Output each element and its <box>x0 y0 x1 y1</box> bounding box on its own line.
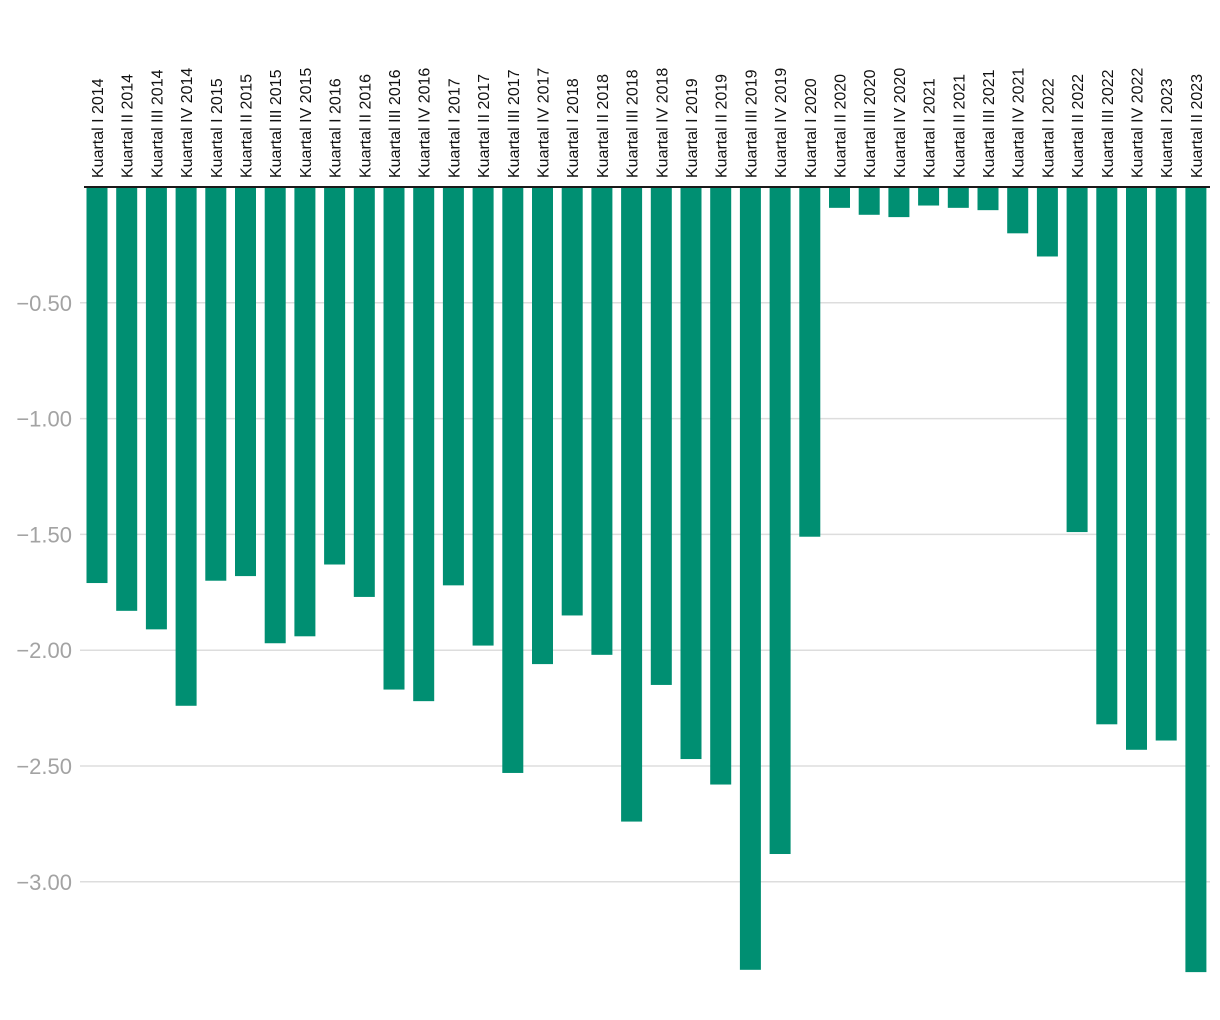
bar[interactable]: Kuartal III 2018: -2.74 <box>621 187 643 822</box>
bar[interactable]: Kuartal III 2015: -1.97 <box>264 187 286 644</box>
x-tick-label: Kuartal IV 2019 <box>773 68 790 178</box>
x-tick-label: Kuartal II 2018 <box>595 74 612 178</box>
bar[interactable]: Kuartal II 2014: -1.83 <box>116 187 138 611</box>
x-tick-label: Kuartal III 2020 <box>862 69 879 178</box>
bar[interactable]: Kuartal IV 2020: -0.13 <box>888 187 910 218</box>
bar[interactable]: Kuartal II 2019: -2.58 <box>710 187 732 785</box>
bar[interactable]: Kuartal II 2021: -0.09 <box>947 187 969 208</box>
y-tick-label: −3.00 <box>16 870 72 895</box>
x-tick-label: Kuartal III 2019 <box>743 69 760 178</box>
x-tick-label: Kuartal II 2014 <box>120 74 137 178</box>
x-tick-label: Kuartal II 2016 <box>357 74 374 178</box>
x-tick-label: Kuartal III 2016 <box>387 69 404 178</box>
x-tick-label: Kuartal II 2023 <box>1189 74 1206 178</box>
bar[interactable]: Kuartal II 2015: -1.68 <box>235 187 256 577</box>
x-tick-label: Kuartal II 2021 <box>951 74 968 178</box>
bar[interactable]: Kuartal IV 2021: -0.2 <box>1007 187 1029 234</box>
bar[interactable]: Kuartal I 2017: -1.72 <box>442 187 464 586</box>
x-tick-label: Kuartal I 2020 <box>803 78 820 178</box>
x-tick-label: Kuartal I 2019 <box>684 78 701 178</box>
bar[interactable]: Kuartal III 2022: -2.32 <box>1096 187 1118 725</box>
bar[interactable]: Kuartal III 2019: -3.38 <box>739 187 761 970</box>
bar[interactable]: Kuartal IV 2014: -2.24 <box>175 187 197 706</box>
bars: Kuartal I 2014: -1.71 Kuartal II 2014: -1… <box>86 187 1207 973</box>
bar[interactable]: Kuartal I 2014: -1.71 <box>86 187 108 584</box>
bar[interactable]: Kuartal I 2023: -2.39 <box>1155 187 1177 741</box>
y-tick-label: −1.50 <box>16 522 72 547</box>
x-tick-label: Kuartal I 2021 <box>922 78 939 178</box>
x-axis-tick-labels: Kuartal I 2014 Kuartal II 2014 Kuartal III… <box>90 68 1206 178</box>
x-tick-label: Kuartal IV 2022 <box>1130 68 1147 178</box>
x-tick-label: Kuartal IV 2016 <box>417 68 434 178</box>
bar[interactable]: Kuartal III 2016: -2.17 <box>383 187 405 690</box>
x-tick-label: Kuartal IV 2017 <box>536 68 553 178</box>
x-tick-label: Kuartal IV 2018 <box>654 68 671 178</box>
x-tick-label: Kuartal I 2023 <box>1159 78 1176 178</box>
x-tick-label: Kuartal III 2015 <box>268 69 285 178</box>
x-tick-label: Kuartal II 2015 <box>239 74 256 178</box>
bar[interactable]: Kuartal III 2020: -0.12 <box>858 187 880 215</box>
bar[interactable]: Kuartal IV 2017: -2.06 <box>532 187 553 665</box>
x-tick-label: Kuartal III 2022 <box>1100 69 1117 178</box>
bar[interactable]: Kuartal I 2021: -0.08 <box>918 187 940 206</box>
x-tick-label: Kuartal I 2017 <box>446 78 463 178</box>
bar[interactable]: Kuartal I 2020: -1.51 <box>799 187 821 537</box>
bar[interactable]: Kuartal II 2017: -1.98 <box>472 187 494 646</box>
x-tick-label: Kuartal III 2021 <box>981 69 998 178</box>
x-tick-label: Kuartal II 2017 <box>476 74 493 178</box>
bar[interactable]: Kuartal IV 2022: -2.43 <box>1126 187 1147 750</box>
x-tick-label: Kuartal II 2020 <box>833 74 850 178</box>
x-tick-label: Kuartal I 2014 <box>90 78 107 178</box>
bar[interactable]: Kuartal IV 2015: -1.94 <box>294 187 316 637</box>
y-tick-label: −1.00 <box>16 407 72 432</box>
y-axis-tick-labels: −0.50 −1.00 −1.50 −2.00 −2.50 −3.00 <box>16 291 72 895</box>
bar[interactable]: Kuartal I 2015: -1.7 <box>205 187 227 581</box>
bar[interactable]: Kuartal III 2021: -0.1 <box>977 187 999 211</box>
bar[interactable]: Kuartal II 2022: -1.49 <box>1066 187 1088 533</box>
x-tick-label: Kuartal I 2018 <box>565 78 582 178</box>
bar[interactable]: Kuartal I 2016: -1.63 <box>324 187 346 565</box>
bar[interactable]: Kuartal I 2022: -0.3 <box>1036 187 1058 257</box>
x-tick-label: Kuartal I 2016 <box>328 78 345 178</box>
bar[interactable]: Kuartal I 2019: -2.47 <box>680 187 702 760</box>
x-tick-label: Kuartal IV 2015 <box>298 68 315 178</box>
y-tick-label: −2.50 <box>16 754 72 779</box>
x-tick-label: Kuartal IV 2021 <box>1011 68 1028 178</box>
x-tick-label: Kuartal I 2022 <box>1040 78 1057 178</box>
x-tick-label: Kuartal IV 2014 <box>179 68 196 178</box>
bar[interactable]: Kuartal IV 2018: -2.15 <box>650 187 672 685</box>
x-tick-label: Kuartal I 2015 <box>209 78 226 178</box>
bar[interactable]: Kuartal I 2018: -1.85 <box>561 187 583 616</box>
bar[interactable]: Kuartal II 2016: -1.77 <box>353 187 375 597</box>
y-tick-label: −2.00 <box>16 638 72 663</box>
bar[interactable]: Kuartal II 2023: -3.39 <box>1185 187 1207 973</box>
bar[interactable]: Kuartal III 2014: -1.91 <box>145 187 167 630</box>
bar[interactable]: Kuartal II 2020: -0.09 <box>829 187 850 208</box>
bar[interactable]: Kuartal IV 2019: -2.88 <box>769 187 791 855</box>
x-tick-label: Kuartal III 2017 <box>506 69 523 178</box>
x-tick-label: Kuartal II 2019 <box>714 74 731 178</box>
bar[interactable]: Kuartal II 2018: -2.02 <box>591 187 613 655</box>
x-tick-label: Kuartal II 2022 <box>1070 74 1087 178</box>
x-tick-label: Kuartal III 2018 <box>625 69 642 178</box>
x-tick-label: Kuartal IV 2020 <box>892 68 909 178</box>
bar[interactable]: Kuartal IV 2016: -2.22 <box>413 187 435 702</box>
bar[interactable]: Kuartal III 2017: -2.53 <box>502 187 524 773</box>
y-tick-label: −0.50 <box>16 291 72 316</box>
x-tick-label: Kuartal III 2014 <box>149 69 166 178</box>
